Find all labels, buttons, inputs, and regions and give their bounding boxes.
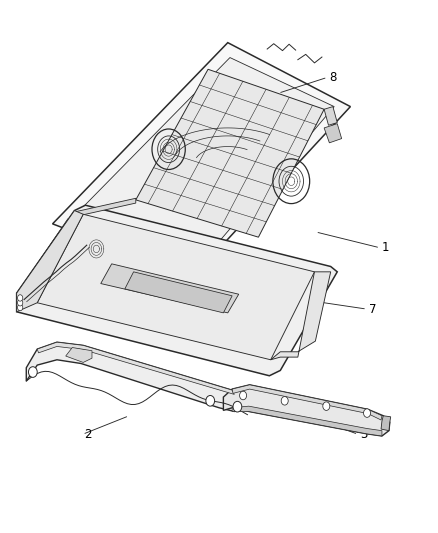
Polygon shape <box>324 124 342 143</box>
Polygon shape <box>101 264 239 313</box>
Text: 5: 5 <box>93 319 100 332</box>
Polygon shape <box>271 272 331 360</box>
Circle shape <box>281 397 288 405</box>
Circle shape <box>233 401 242 412</box>
Polygon shape <box>232 406 382 436</box>
Polygon shape <box>17 205 337 376</box>
Polygon shape <box>324 107 337 125</box>
Text: 8: 8 <box>329 71 336 84</box>
Text: 1: 1 <box>381 241 389 254</box>
Polygon shape <box>136 69 324 237</box>
Polygon shape <box>72 245 110 252</box>
Circle shape <box>28 367 37 377</box>
Polygon shape <box>17 211 83 312</box>
Polygon shape <box>26 342 247 411</box>
Polygon shape <box>53 43 350 277</box>
Polygon shape <box>37 214 314 360</box>
Circle shape <box>240 391 247 400</box>
Circle shape <box>364 409 371 417</box>
Polygon shape <box>66 348 92 362</box>
Circle shape <box>206 395 215 406</box>
Text: 6: 6 <box>180 327 188 340</box>
Circle shape <box>18 295 23 301</box>
Polygon shape <box>37 342 234 394</box>
Polygon shape <box>125 272 232 313</box>
Polygon shape <box>72 58 334 262</box>
Polygon shape <box>74 198 136 217</box>
Polygon shape <box>381 416 391 431</box>
Circle shape <box>323 402 330 410</box>
Polygon shape <box>232 385 382 420</box>
Text: 7: 7 <box>368 303 376 316</box>
Circle shape <box>18 300 23 306</box>
Polygon shape <box>223 385 390 436</box>
Circle shape <box>18 304 23 311</box>
Text: 2: 2 <box>84 428 92 441</box>
Text: 3: 3 <box>360 428 367 441</box>
